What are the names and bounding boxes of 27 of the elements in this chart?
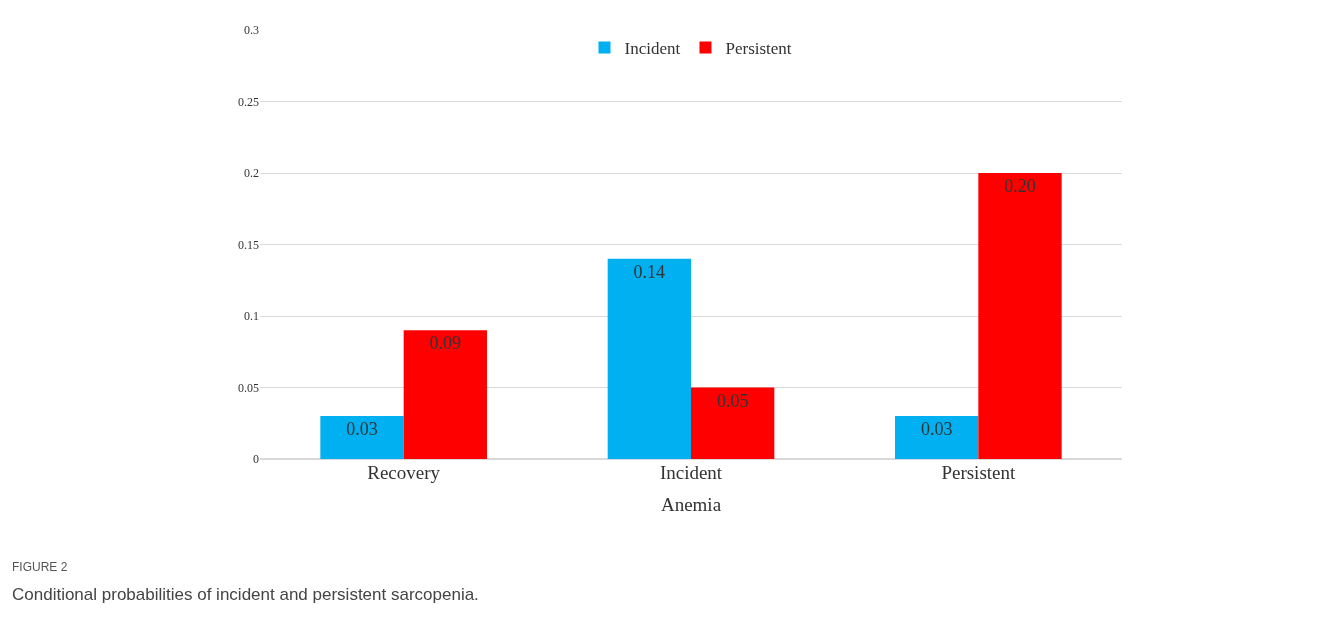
x-tick-label: Incident (659, 462, 723, 483)
y-tick-label: 0.15 (238, 237, 259, 252)
x-tick-label: Recovery (367, 462, 441, 483)
data-label: 0.05 (716, 390, 749, 411)
data-label: 0.14 (633, 261, 666, 282)
legend-label: Persistent (725, 39, 792, 59)
y-tick-label: 0.1 (244, 309, 259, 324)
y-tick-label: 0.25 (238, 94, 259, 109)
bar (403, 330, 487, 459)
bar (320, 416, 404, 459)
text: Conditional probabilities of incident and persistent sarcopenia. (12, 585, 479, 604)
x-tick-label: Persistent (941, 462, 1016, 483)
y-tick-label: 0.2 (244, 166, 259, 181)
data-label: 0.09 (429, 333, 462, 354)
y-tick-label: 0 (253, 452, 259, 467)
bar (978, 173, 1062, 459)
legend-label: Incident (624, 39, 681, 59)
data-label: 0.20 (1004, 176, 1036, 196)
bar (607, 258, 691, 459)
data-label: 0.03 (920, 419, 953, 440)
bar (691, 387, 775, 459)
y-tick-label: 0.3 (244, 23, 259, 38)
y-tick-label: 0.05 (238, 380, 259, 395)
x-axis-title: Anemia (660, 493, 722, 515)
data-label: 0.03 (346, 419, 378, 440)
bar (895, 416, 979, 459)
caption: FIGURE 2 (12, 560, 68, 574)
